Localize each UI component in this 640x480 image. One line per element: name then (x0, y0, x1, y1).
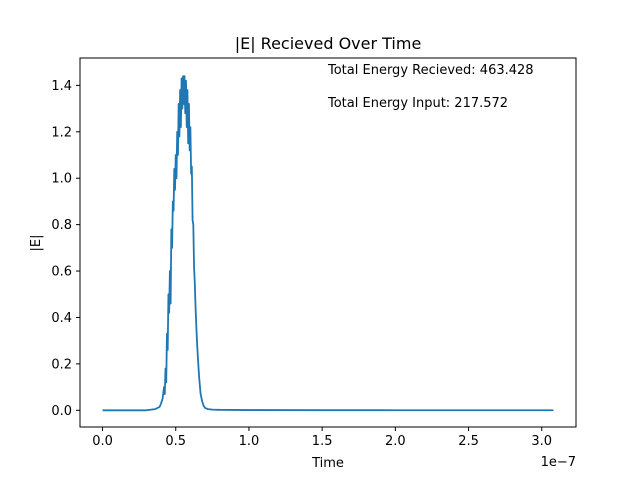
y-tick-label: 0.0 (51, 404, 72, 419)
series-group (102, 75, 554, 412)
x-tick-label: 3.0 (531, 434, 552, 449)
y-axis-label: |E| (29, 235, 44, 252)
y-axis-ticks: 0.0 0.2 0.4 0.6 0.8 1.0 1.2 1.4 (51, 79, 80, 419)
y-tick-label: 0.4 (51, 311, 72, 326)
x-axis-ticks: 0.0 0.5 1.0 1.5 2.0 2.5 3.0 (92, 427, 552, 449)
y-tick-label: 0.2 (51, 357, 72, 372)
annotation-energy-received: Total Energy Recieved: 463.428 (327, 63, 534, 78)
y-tick-label: 1.2 (51, 125, 72, 140)
x-axis-label: Time (311, 456, 344, 471)
y-tick-label: 1.4 (51, 79, 72, 94)
x-tick-label: 0.0 (92, 434, 113, 449)
x-tick-label: 1.0 (239, 434, 260, 449)
y-tick-label: 0.6 (51, 265, 72, 280)
x-tick-label: 1.5 (312, 434, 333, 449)
plot-area (79, 57, 577, 428)
x-tick-label: 2.5 (458, 434, 479, 449)
x-tick-label: 2.0 (385, 434, 406, 449)
y-tick-label: 0.8 (51, 218, 72, 233)
annotation-energy-input: Total Energy Input: 217.572 (327, 96, 508, 111)
chart-title: |E| Recieved Over Time (235, 34, 422, 53)
axes-frame (79, 57, 577, 428)
x-axis-offset-label: 1e−7 (541, 455, 576, 470)
y-tick-label: 1.0 (51, 172, 72, 187)
series-line-0 (102, 75, 554, 412)
x-tick-label: 0.5 (165, 434, 186, 449)
